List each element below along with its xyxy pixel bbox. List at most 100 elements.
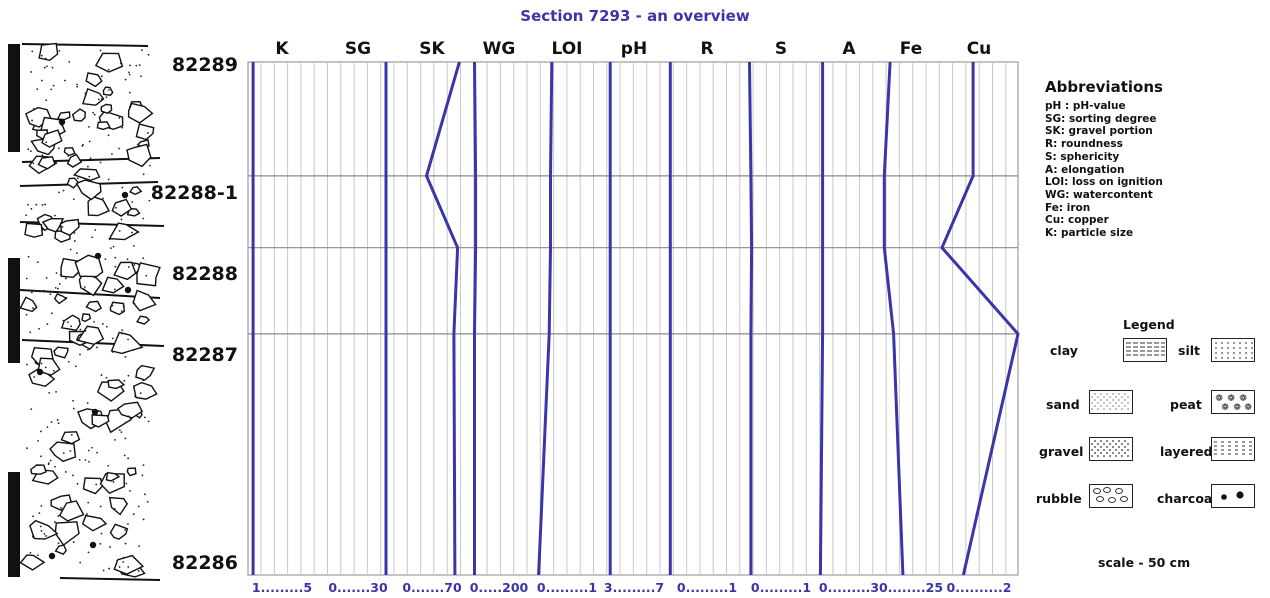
matrix-dot	[86, 165, 89, 168]
swatch-mark	[1100, 452, 1102, 454]
matrix-dot	[99, 542, 102, 545]
swatch-mark	[1124, 452, 1126, 454]
matrix-dot	[118, 429, 121, 432]
matrix-dot	[27, 255, 30, 258]
matrix-dot	[92, 111, 94, 114]
matrix-dot	[38, 327, 40, 330]
sample-id-label: 82288	[171, 263, 238, 285]
rubble-clast	[53, 293, 68, 305]
rubble-clast	[72, 168, 101, 182]
matrix-dot	[133, 302, 136, 305]
matrix-dot	[110, 234, 113, 237]
rubble-clast	[109, 523, 129, 540]
matrix-dot	[111, 153, 113, 155]
matrix-dot	[142, 464, 145, 467]
matrix-dot	[114, 256, 117, 259]
matrix-dot	[83, 288, 86, 291]
abbreviations-list: pH : pH-value SG: sorting degree SK: grave…	[1045, 100, 1163, 240]
legend-swatch-clay	[1123, 338, 1167, 362]
matrix-dot	[122, 182, 124, 184]
axis-range-cu: 0..........2	[946, 580, 1012, 595]
swatch-mark	[1124, 399, 1126, 401]
matrix-dot	[102, 323, 104, 325]
swatch-mark	[1124, 440, 1126, 442]
rubble-clast	[58, 500, 85, 522]
matrix-dot	[79, 561, 82, 564]
matrix-dot	[107, 68, 110, 71]
abbreviation-item: WG: watercontent	[1045, 188, 1153, 201]
swatch-mark	[1109, 455, 1111, 457]
matrix-dot	[105, 376, 108, 379]
rubble-clast	[129, 186, 143, 196]
matrix-dot	[130, 417, 133, 420]
swatch-mark	[1127, 449, 1129, 451]
matrix-dot	[57, 287, 59, 290]
matrix-dot	[96, 451, 99, 454]
matrix-dot	[67, 321, 69, 324]
rubble-clast	[102, 86, 114, 96]
matrix-dot	[46, 426, 49, 429]
matrix-dot	[62, 189, 65, 192]
swatch-mark	[1109, 443, 1111, 445]
rubble-clast	[41, 217, 65, 233]
charcoal-fragment	[94, 252, 102, 260]
axis-range-s: 0.........1	[750, 580, 812, 595]
swatch-mark	[1115, 396, 1117, 398]
swatch-mark	[1121, 402, 1123, 404]
matrix-dot	[72, 407, 75, 410]
swatch-mark	[1103, 449, 1105, 451]
matrix-dot	[91, 446, 93, 449]
matrix-dot	[48, 392, 51, 394]
matrix-dot	[74, 330, 77, 333]
matrix-dot	[142, 217, 145, 220]
rubble-clast	[24, 222, 44, 238]
rubble-clast	[108, 496, 129, 516]
swatch-mark	[1097, 396, 1099, 398]
matrix-dot	[72, 198, 75, 201]
swatch-mark	[1109, 408, 1111, 410]
series-line-s	[748, 61, 754, 575]
matrix-dot	[94, 229, 97, 231]
legend-label-sand: sand	[1046, 397, 1080, 412]
swatch-mark	[1112, 452, 1114, 454]
matrix-dot	[69, 450, 72, 452]
rubble-clast	[63, 147, 76, 157]
sample-id-label: 82287	[171, 344, 238, 366]
matrix-dot	[108, 238, 111, 241]
rubble-clast	[41, 129, 63, 148]
matrix-dot	[59, 273, 62, 276]
swatch-mark	[1118, 405, 1120, 407]
rubble-clast	[19, 296, 38, 313]
matrix-dot	[84, 330, 87, 332]
matrix-dot	[86, 402, 89, 405]
matrix-dot	[69, 248, 72, 251]
matrix-dot	[128, 73, 131, 76]
matrix-dot	[124, 355, 127, 358]
matrix-dot	[38, 512, 41, 515]
matrix-dot	[121, 329, 124, 332]
matrix-dot	[37, 440, 39, 442]
matrix-dot	[77, 177, 79, 180]
matrix-dot	[81, 145, 84, 147]
matrix-dot	[64, 277, 67, 280]
chart-series-lines	[251, 61, 1020, 576]
abbreviation-item: Cu: copper	[1045, 214, 1109, 227]
swatch-mark	[1094, 393, 1096, 395]
matrix-dot	[31, 307, 34, 310]
swatch-mark	[1103, 487, 1111, 493]
matrix-dot	[58, 49, 61, 52]
legend-label-peat: peat	[1170, 397, 1202, 412]
matrix-dot	[58, 191, 60, 194]
rubble-clast	[113, 554, 145, 575]
matrix-dot	[53, 521, 56, 524]
matrix-dot	[64, 471, 67, 473]
matrix-dot	[25, 363, 28, 366]
matrix-dot	[30, 71, 33, 73]
column-header-r: R	[700, 39, 714, 59]
chart-title: Section 7293 - an overview	[520, 7, 750, 25]
matrix-dot	[86, 513, 88, 516]
matrix-dot	[25, 447, 28, 450]
swatch-mark	[1236, 491, 1244, 499]
matrix-dot	[55, 391, 57, 393]
swatch-mark	[1109, 449, 1111, 451]
